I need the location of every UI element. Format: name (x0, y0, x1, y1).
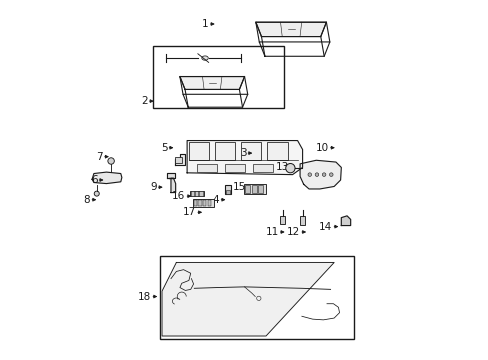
Circle shape (108, 158, 114, 164)
Text: 11: 11 (265, 227, 278, 237)
Text: 12: 12 (286, 227, 300, 237)
Bar (225, 164, 245, 172)
Polygon shape (171, 178, 175, 193)
Bar (190, 191, 204, 197)
Circle shape (314, 173, 318, 176)
Polygon shape (174, 154, 184, 165)
Text: 2: 2 (141, 96, 147, 106)
Polygon shape (180, 77, 244, 89)
Bar (225, 185, 230, 194)
Circle shape (94, 191, 99, 196)
Text: 3: 3 (239, 148, 246, 158)
Bar (300, 216, 305, 225)
Bar (226, 190, 229, 194)
Polygon shape (341, 216, 350, 226)
Bar (197, 164, 217, 172)
Text: 14: 14 (319, 222, 332, 231)
Bar (198, 200, 202, 206)
Bar (244, 185, 250, 193)
Text: 10: 10 (315, 143, 328, 153)
Bar (215, 142, 235, 160)
Bar (160, 256, 353, 338)
Polygon shape (187, 140, 302, 175)
Bar (195, 192, 198, 196)
Circle shape (329, 173, 332, 176)
Text: 17: 17 (183, 207, 196, 217)
Text: 4: 4 (212, 195, 219, 205)
Bar (207, 200, 211, 206)
Bar (203, 200, 206, 206)
Bar (241, 142, 261, 160)
Polygon shape (162, 262, 333, 336)
Bar (193, 200, 197, 206)
Bar (192, 199, 214, 207)
Text: 7: 7 (96, 152, 102, 162)
Bar (280, 216, 284, 224)
Bar (258, 185, 263, 193)
Text: 6: 6 (91, 175, 97, 185)
Text: 13: 13 (276, 162, 289, 172)
Bar (199, 192, 202, 196)
Bar (267, 142, 287, 160)
Text: 8: 8 (83, 195, 90, 205)
Polygon shape (255, 22, 325, 37)
Text: 18: 18 (138, 292, 151, 302)
Circle shape (307, 173, 311, 176)
Circle shape (285, 163, 294, 173)
Bar (251, 185, 256, 193)
Polygon shape (92, 172, 122, 184)
Bar (174, 157, 182, 163)
Text: 5: 5 (161, 143, 167, 153)
Bar (244, 184, 265, 194)
Circle shape (322, 173, 325, 176)
Bar (153, 45, 284, 108)
Bar (253, 164, 273, 172)
Text: 1: 1 (202, 19, 208, 29)
Ellipse shape (202, 56, 208, 60)
Bar (189, 142, 209, 160)
Text: 15: 15 (233, 182, 246, 192)
Text: 16: 16 (172, 191, 185, 201)
Polygon shape (167, 173, 174, 178)
Bar (190, 192, 194, 196)
Polygon shape (300, 160, 341, 189)
Text: 9: 9 (150, 182, 156, 192)
